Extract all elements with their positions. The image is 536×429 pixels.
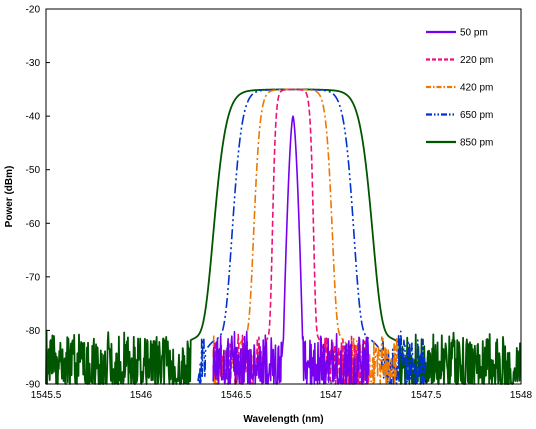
y-tick-label: -40 [26, 112, 41, 123]
legend-label: 850 pm [460, 138, 493, 149]
plot-frame [45, 8, 522, 385]
y-axis-title: Power (dBm) [4, 166, 15, 228]
y-tick-label: -60 [26, 219, 41, 230]
y-tick-label: -50 [26, 165, 41, 176]
legend: 50 pm 220 pm 420 pm 650 pm 850 pm [426, 28, 493, 149]
legend-label: 650 pm [460, 110, 493, 121]
x-tick-label: 1547 [320, 390, 343, 401]
series-layer [45, 88, 522, 385]
legend-label: 50 pm [460, 28, 488, 39]
series-line-50-pm [212, 115, 370, 385]
y-tick-label: -90 [26, 380, 41, 391]
x-tick-label: 1547.5 [411, 390, 442, 401]
legend-label: 420 pm [460, 83, 493, 94]
x-tick-label: 1545.5 [31, 390, 62, 401]
legend-label: 220 pm [460, 55, 493, 66]
x-tick-label: 1546.5 [221, 390, 252, 401]
series-line-220-pm [212, 88, 370, 385]
x-axis-title: Wavelength (nm) [243, 414, 323, 425]
y-tick-label: -70 [26, 272, 41, 283]
x-tick-label: 1548 [510, 390, 533, 401]
y-tick-label: -80 [26, 326, 41, 337]
y-tick-label: -20 [26, 5, 41, 16]
x-tick-label: 1546 [130, 390, 153, 401]
y-tick-label: -30 [26, 58, 41, 69]
